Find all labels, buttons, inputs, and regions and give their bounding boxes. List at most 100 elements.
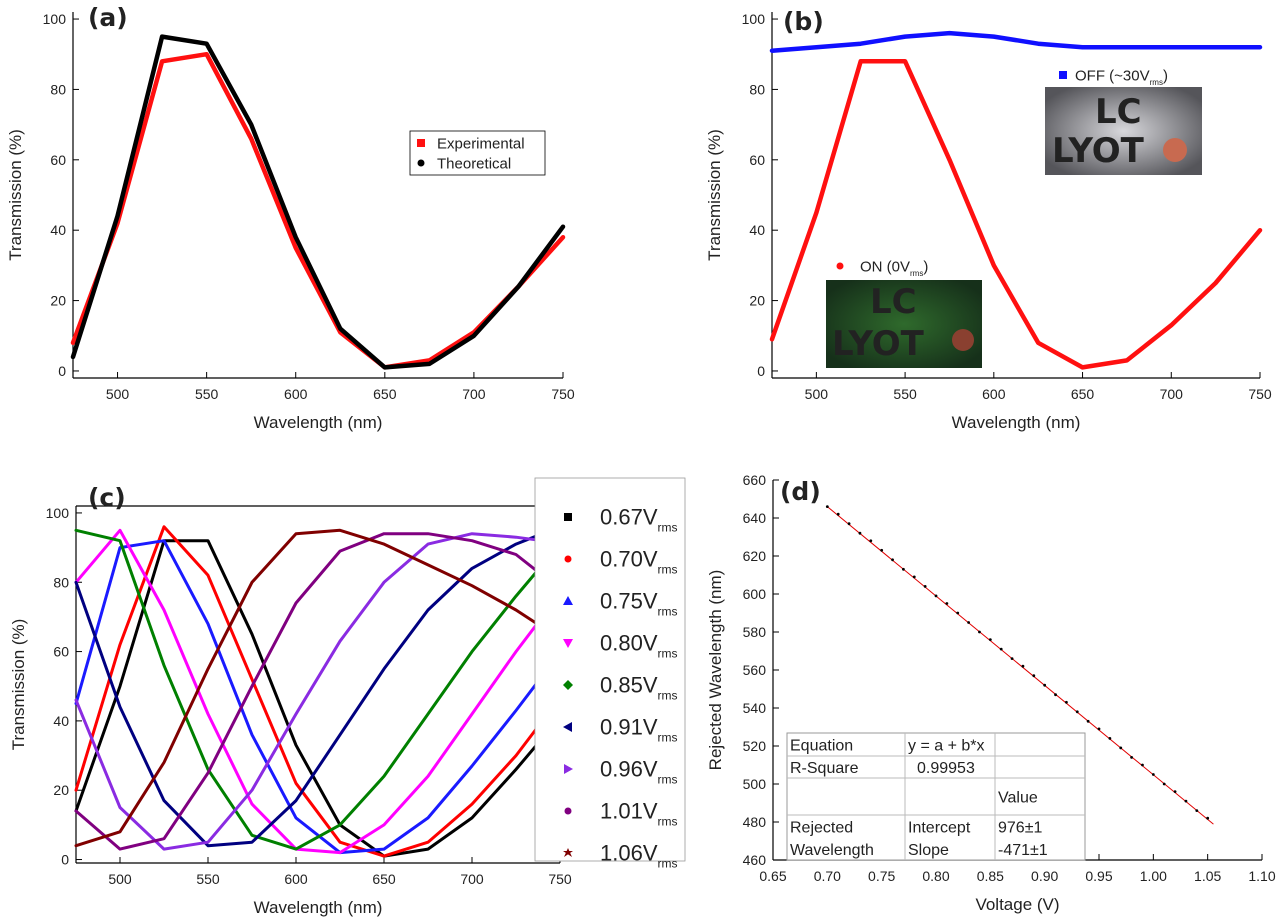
- panel-title: (a): [88, 3, 128, 32]
- data-point: [858, 531, 862, 535]
- data-point: [1108, 737, 1112, 740]
- legend-label: Experimental: [437, 135, 525, 152]
- data-point: [1065, 700, 1068, 704]
- data-point: [836, 512, 840, 516]
- data-point: [934, 594, 938, 598]
- x-tick-label: 1.05: [1194, 868, 1221, 884]
- data-point: [967, 621, 970, 624]
- legend-subscript: rms: [658, 856, 678, 870]
- legend-subscript: rms: [658, 730, 678, 744]
- series-line: [74, 532, 544, 851]
- legend-name: 0.96V: [600, 757, 658, 782]
- y-tick-label: 0: [58, 363, 66, 379]
- x-tick-label: 0.65: [759, 868, 786, 884]
- x-axis-label: Wavelength (nm): [952, 413, 1081, 432]
- y-tick-label: 60: [749, 152, 765, 168]
- series-line: [74, 528, 544, 848]
- legend-label: 0.85Vrms: [600, 673, 678, 703]
- legend-marker: [417, 139, 425, 147]
- y-tick-label: 80: [50, 81, 66, 97]
- x-tick-label: 700: [1160, 386, 1184, 402]
- data-point: [1162, 782, 1166, 786]
- x-tick-label: 750: [551, 386, 575, 402]
- legend-marker: [563, 596, 573, 605]
- data-point: [1043, 683, 1047, 687]
- x-tick-label: 700: [462, 386, 486, 402]
- x-tick-label: 0.85: [977, 868, 1004, 884]
- legend-marker: [564, 513, 572, 521]
- y-tick-label: 540: [743, 700, 767, 716]
- y-tick-label: 0: [61, 852, 69, 868]
- inset-on: LC LYOT: [826, 280, 982, 368]
- series-line: [74, 528, 544, 855]
- inset-dot: [1163, 138, 1187, 162]
- panel: 500 550 600 650 700 750 0 20 40 60 80 100 Wavelength…: [9, 505, 572, 917]
- x-tick-label: 600: [284, 871, 308, 887]
- x-tick-label: 750: [548, 871, 572, 887]
- inset-off: LC LYOT: [1045, 87, 1202, 175]
- y-tick-label: 580: [743, 624, 767, 640]
- y-tick-label: 460: [743, 852, 767, 868]
- legend-marker: [564, 555, 572, 563]
- legend-subscript: rms: [658, 688, 678, 702]
- legend-subscript: rms: [658, 646, 678, 660]
- legend-label: ON (0Vrms): [860, 258, 928, 278]
- y-axis-label: Transmission (%): [705, 129, 724, 261]
- series-line: [769, 30, 1263, 53]
- data-point: [1075, 710, 1079, 714]
- y-tick-label: 520: [743, 738, 767, 754]
- y-tick-label: 100: [46, 505, 70, 521]
- data-point: [1097, 727, 1101, 731]
- legend-marker: [564, 807, 572, 815]
- y-axis-label: Transmission (%): [6, 129, 25, 261]
- data-point: [1086, 719, 1090, 723]
- legend-label: 0.96Vrms: [600, 757, 678, 787]
- legend-tail: ): [1163, 67, 1168, 84]
- legend-name: Theoretical: [437, 155, 511, 172]
- panel: 500 550 600 650 700 750 0 20 40 60 80 100 Wavelength…: [6, 3, 575, 432]
- legend-label: 0.75Vrms: [600, 589, 678, 619]
- y-tick-label: 100: [742, 11, 766, 27]
- series-line: [74, 539, 544, 858]
- legend-subscript: rms: [658, 772, 678, 786]
- y-tick-label: 40: [53, 713, 69, 729]
- y-tick-label: 660: [743, 472, 767, 488]
- legend-name: 0.80V: [600, 631, 658, 656]
- series-line: [769, 59, 1263, 370]
- legend-label: 0.67Vrms: [600, 505, 678, 535]
- y-tick-label: 40: [50, 222, 66, 238]
- legend-label: 0.91Vrms: [600, 715, 678, 745]
- legend-name: 1.01V: [600, 799, 658, 824]
- legend-label: 0.80Vrms: [600, 631, 678, 661]
- y-tick-label: 100: [43, 11, 67, 27]
- x-axis-label: Wavelength (nm): [254, 413, 383, 432]
- legend-subscript: rms: [658, 814, 678, 828]
- data-point: [1151, 773, 1155, 776]
- legend-marker: [1059, 71, 1067, 79]
- legend-subscript: rms: [658, 562, 678, 576]
- data-point: [880, 548, 884, 552]
- data-point: [999, 647, 1003, 651]
- series-line: [74, 532, 544, 851]
- data-point: [988, 638, 992, 641]
- series-line: [74, 528, 544, 851]
- data-point: [1184, 799, 1188, 803]
- data-point: [825, 505, 829, 508]
- x-axis-label: Voltage (V): [975, 895, 1059, 914]
- table-cell: Intercept: [908, 820, 971, 837]
- x-tick-label: 500: [106, 386, 130, 402]
- y-tick-label: 640: [743, 510, 767, 526]
- table-cell: Value: [998, 790, 1038, 807]
- y-tick-label: 600: [743, 586, 767, 602]
- legend-name: 1.06V: [600, 841, 658, 866]
- table-cell: R-Square: [790, 760, 859, 777]
- legend-label: OFF (~30Vrms): [1075, 67, 1168, 87]
- x-tick-label: 750: [1248, 386, 1272, 402]
- legend-marker: [563, 848, 573, 857]
- data-point: [1021, 664, 1025, 668]
- y-tick-label: 40: [749, 222, 765, 238]
- x-tick-label: 550: [893, 386, 917, 402]
- legend-name: 0.75V: [600, 589, 658, 614]
- data-point: [1206, 816, 1210, 820]
- series-line: [74, 532, 544, 848]
